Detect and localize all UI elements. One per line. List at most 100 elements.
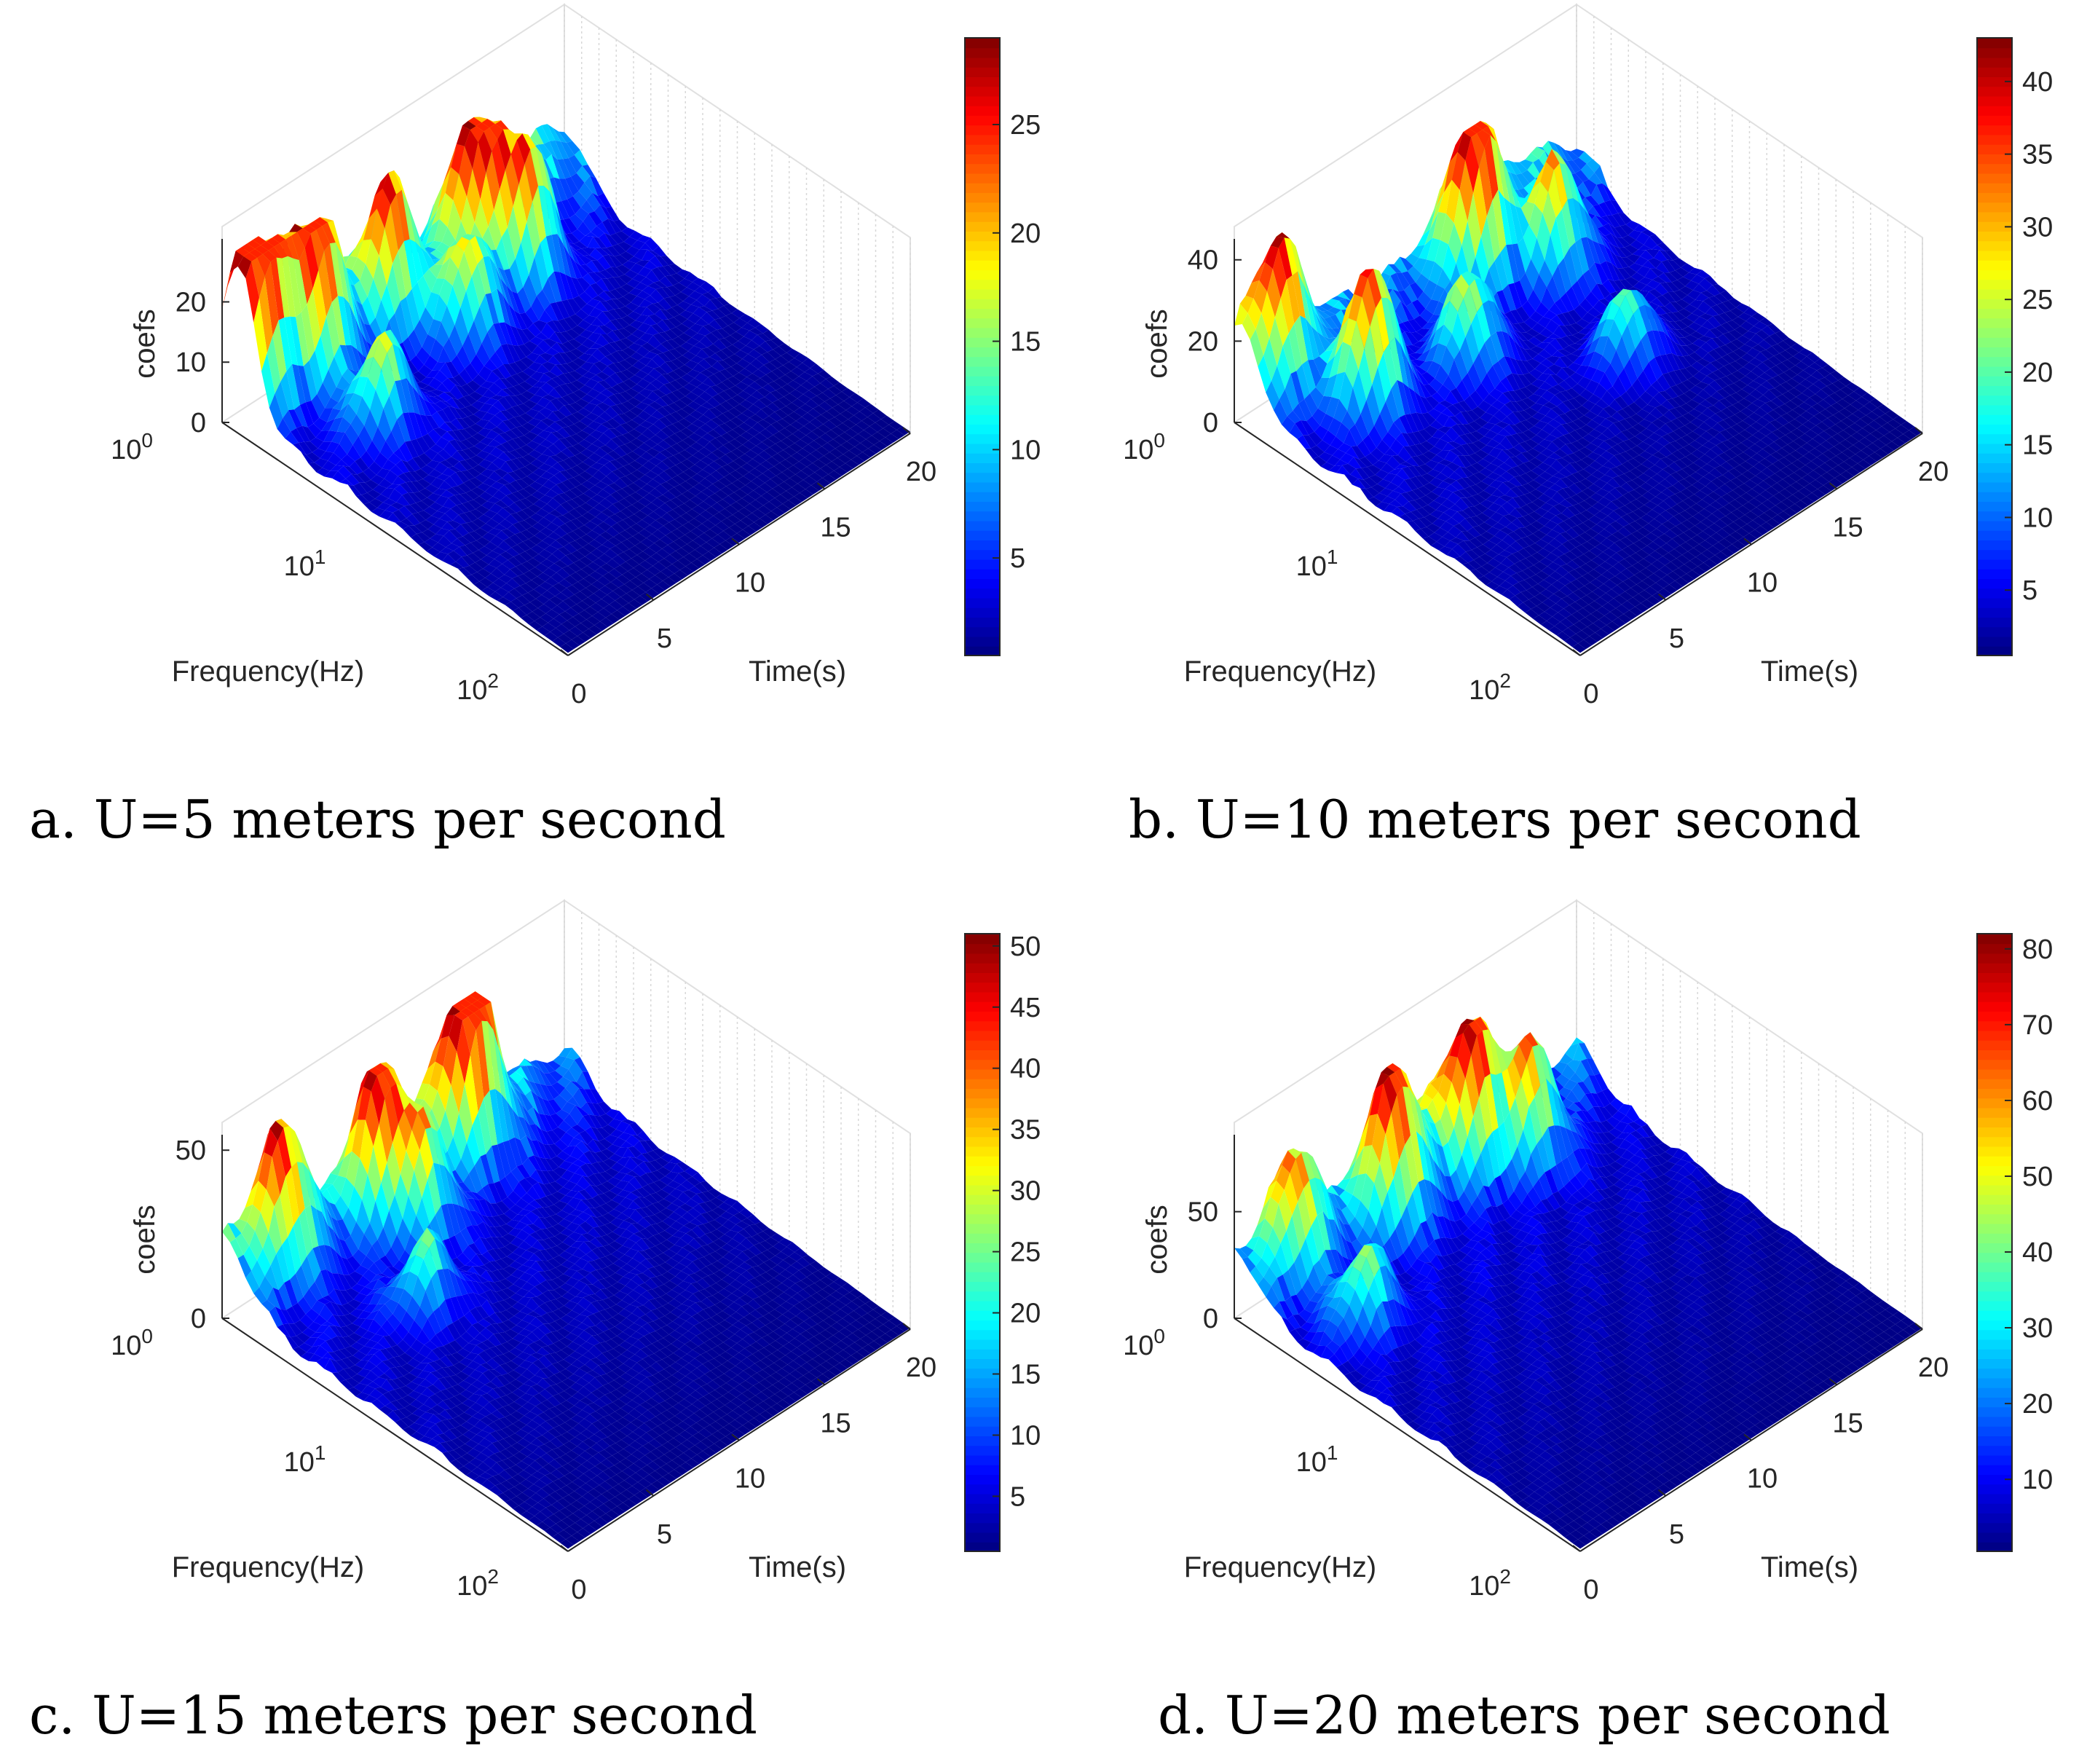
surface-patch bbox=[288, 256, 301, 318]
surface-patch bbox=[725, 537, 739, 546]
surface-patch bbox=[1818, 462, 1833, 473]
surface-patch bbox=[641, 484, 655, 493]
surface-patch bbox=[682, 405, 695, 415]
surface-patch bbox=[406, 378, 420, 415]
surface-patch bbox=[575, 452, 588, 462]
surface-patch bbox=[1551, 149, 1566, 165]
surface-patch bbox=[468, 446, 482, 456]
surface-patch bbox=[1791, 460, 1806, 469]
surface-patch bbox=[650, 348, 663, 355]
surface-patch bbox=[1707, 405, 1721, 414]
surface-patch bbox=[583, 348, 598, 355]
surface-patch bbox=[526, 580, 540, 590]
surface-patch bbox=[582, 273, 596, 286]
colorbar-segment bbox=[965, 298, 1000, 309]
surface-patch bbox=[1610, 200, 1624, 213]
surface-patch bbox=[482, 532, 496, 542]
surface-patch bbox=[1764, 369, 1778, 378]
surface-patch bbox=[537, 143, 552, 160]
surface-patch bbox=[473, 550, 486, 559]
surface-patch bbox=[602, 572, 617, 583]
surface-patch bbox=[1653, 305, 1667, 315]
surface-patch bbox=[1880, 445, 1894, 454]
surface-patch bbox=[312, 448, 326, 459]
surface-patch bbox=[1803, 366, 1817, 376]
surface-patch bbox=[1594, 165, 1609, 188]
surface-patch bbox=[639, 560, 653, 570]
surface-patch bbox=[1590, 283, 1605, 301]
surface-patch bbox=[752, 454, 767, 465]
surface-patch bbox=[270, 257, 285, 320]
surface-patch bbox=[419, 414, 434, 434]
surface-patch bbox=[496, 478, 510, 485]
surface-patch bbox=[353, 482, 368, 495]
surface-patch bbox=[567, 562, 582, 572]
surface-patch bbox=[538, 549, 553, 559]
surface-patch bbox=[1624, 245, 1638, 254]
surface-patch bbox=[728, 407, 742, 417]
surface-patch bbox=[763, 501, 777, 511]
surface-patch bbox=[1806, 406, 1820, 417]
surface-patch bbox=[649, 575, 663, 585]
surface-patch bbox=[1590, 317, 1603, 323]
surface-patch bbox=[481, 555, 494, 564]
surface-patch bbox=[578, 524, 592, 535]
surface-patch bbox=[709, 493, 723, 503]
surface-patch bbox=[561, 299, 575, 318]
surface-patch bbox=[342, 403, 357, 425]
surface-patch bbox=[530, 545, 545, 554]
surface-patch bbox=[518, 344, 532, 358]
surface-patch bbox=[640, 366, 654, 374]
surface-patch bbox=[455, 471, 470, 484]
surface-patch bbox=[688, 291, 703, 300]
surface-patch bbox=[1762, 445, 1777, 455]
surface-patch bbox=[351, 473, 366, 483]
surface-patch bbox=[582, 165, 596, 178]
surface-patch bbox=[551, 376, 566, 386]
surface-patch bbox=[1778, 372, 1792, 382]
surface-patch bbox=[650, 465, 664, 476]
surface-patch bbox=[647, 303, 660, 315]
surface-patch bbox=[417, 510, 432, 520]
surface-patch bbox=[575, 208, 589, 222]
surface-patch bbox=[474, 199, 489, 238]
surface-patch bbox=[601, 540, 616, 549]
surface-patch bbox=[1748, 358, 1763, 367]
surface-patch bbox=[655, 287, 670, 299]
surface-patch bbox=[1671, 280, 1686, 290]
surface-patch bbox=[580, 534, 594, 544]
surface-patch bbox=[1714, 293, 1729, 303]
surface-patch bbox=[1625, 290, 1639, 315]
surface-patch bbox=[1662, 319, 1677, 330]
surface-patch bbox=[1697, 301, 1711, 314]
surface-patch bbox=[404, 355, 418, 393]
surface-patch bbox=[800, 435, 814, 445]
surface-patch bbox=[1615, 255, 1629, 269]
surface-patch bbox=[1638, 277, 1653, 286]
colorbar-segment bbox=[965, 395, 1000, 406]
surface-patch bbox=[536, 626, 551, 636]
surface-patch bbox=[698, 447, 712, 457]
surface-patch bbox=[557, 159, 571, 179]
surface-patch bbox=[1609, 249, 1623, 269]
surface-patch bbox=[235, 247, 250, 256]
surface-patch bbox=[799, 457, 813, 467]
surface-patch bbox=[431, 511, 446, 519]
surface-patch bbox=[637, 323, 651, 334]
surface-patch bbox=[532, 468, 547, 477]
surface-patch bbox=[284, 316, 298, 366]
surface-patch bbox=[1588, 172, 1603, 185]
surface-patch bbox=[1840, 386, 1854, 395]
surface-patch bbox=[705, 332, 719, 344]
surface-patch bbox=[1666, 312, 1681, 322]
colorbar-segment bbox=[965, 424, 1000, 435]
surface-patch bbox=[516, 479, 529, 489]
surface-patch bbox=[629, 406, 644, 417]
surface-patch bbox=[602, 218, 616, 236]
surface-patch bbox=[416, 436, 430, 454]
colorbar-segment bbox=[965, 529, 1000, 540]
surface-patch bbox=[1847, 445, 1861, 454]
surface-patch bbox=[1895, 425, 1909, 434]
surface-patch bbox=[615, 511, 628, 520]
surface-patch bbox=[1820, 386, 1835, 396]
